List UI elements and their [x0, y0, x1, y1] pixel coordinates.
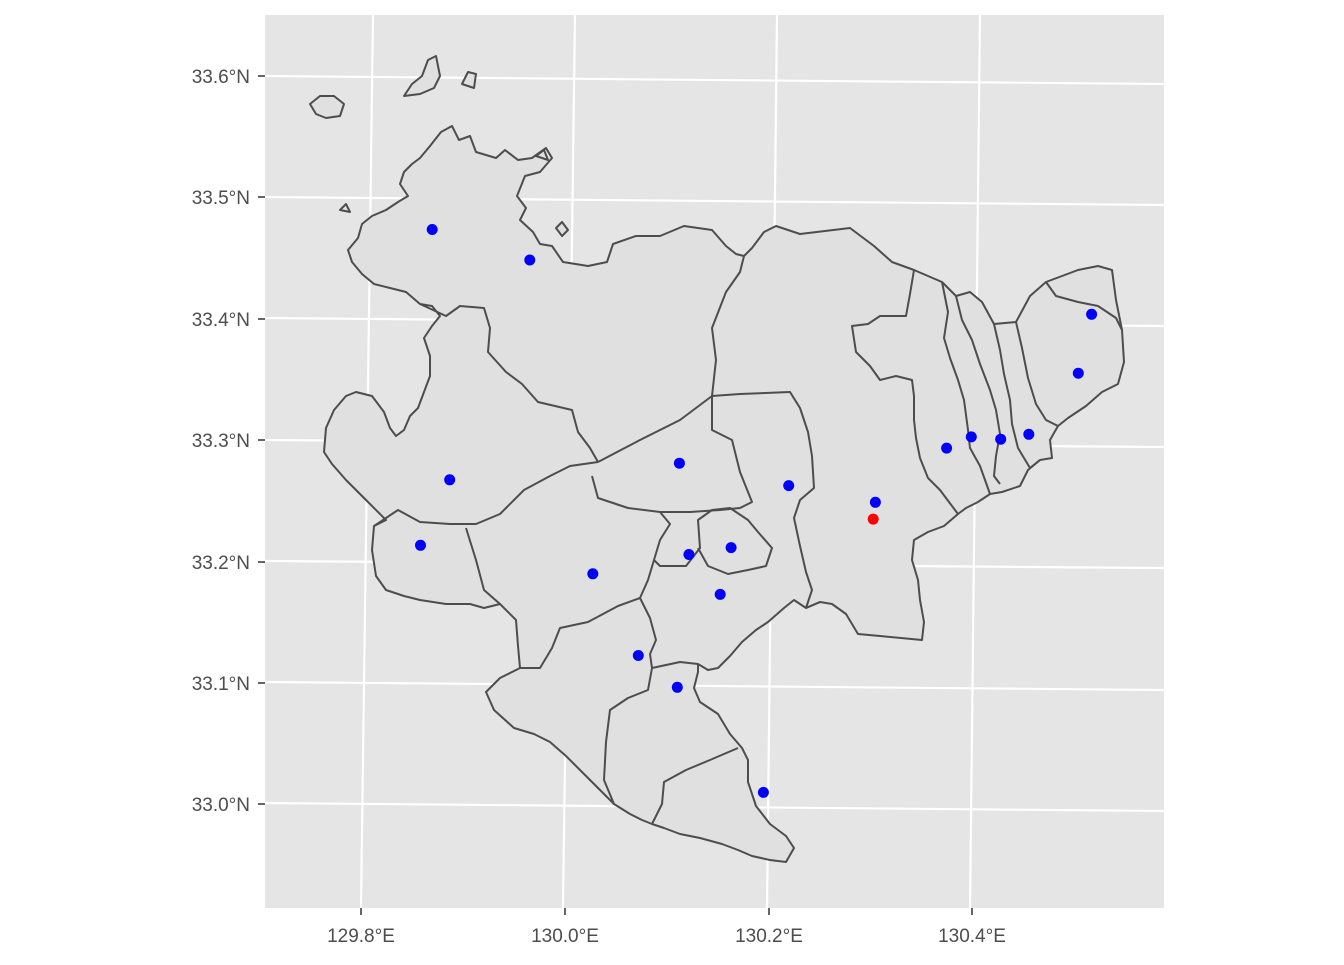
map-point-blue [1072, 367, 1084, 379]
y-tick-label: 33.4°N [192, 310, 250, 331]
points-layer [415, 224, 1098, 798]
x-tick-label: 130.2°E [735, 926, 803, 947]
island-ogawa [461, 71, 477, 89]
map-point-blue [587, 568, 599, 580]
island-small-1 [339, 203, 351, 213]
island-madara [403, 55, 441, 97]
map-point-blue [444, 474, 456, 486]
map-point-blue [524, 254, 536, 266]
island-small-2 [555, 221, 569, 237]
island-small-3 [535, 149, 549, 161]
map-point-blue [632, 650, 644, 661]
map-point-blue [683, 549, 695, 560]
y-tick-label: 33.5°N [192, 188, 250, 209]
map-point-blue [671, 681, 683, 693]
map-point-blue [783, 480, 795, 492]
map-point-blue [725, 542, 737, 554]
y-tick-label: 33.3°N [192, 431, 250, 452]
municipal-boundaries [373, 255, 1123, 825]
x-tick-label: 130.4°E [938, 926, 1006, 947]
map-point-blue [995, 433, 1007, 445]
map-point-blue [941, 442, 953, 454]
map-point-blue [415, 539, 426, 551]
y-tick-label: 33.6°N [192, 67, 250, 88]
x-tick-label: 129.8°E [327, 926, 395, 947]
map-point-red [867, 513, 879, 525]
x-tick-label: 130.0°E [531, 926, 599, 947]
prefecture-land [309, 55, 1125, 863]
island-kakara [309, 95, 345, 119]
map-point-blue [1023, 428, 1035, 440]
y-tick-label: 33.0°N [192, 795, 250, 816]
map-point-blue [673, 457, 685, 469]
map-point-blue [869, 496, 881, 508]
y-tick-label: 33.1°N [192, 674, 250, 695]
map-point-blue [714, 588, 726, 600]
y-tick-label: 33.2°N [192, 553, 250, 574]
map-point-blue [965, 431, 977, 443]
map-point-blue [757, 786, 769, 798]
y-axis-ticks: 33.0°N 33.1°N 33.2°N 33.3°N 33.4°N 33.5°N 33.6… [192, 67, 265, 816]
map-point-blue [426, 224, 438, 235]
map-point-blue [1086, 308, 1098, 320]
x-axis-ticks: 129.8°E 130.0°E 130.2°E 130.4°E [327, 908, 1006, 947]
region-northern-peninsula [323, 125, 1125, 863]
